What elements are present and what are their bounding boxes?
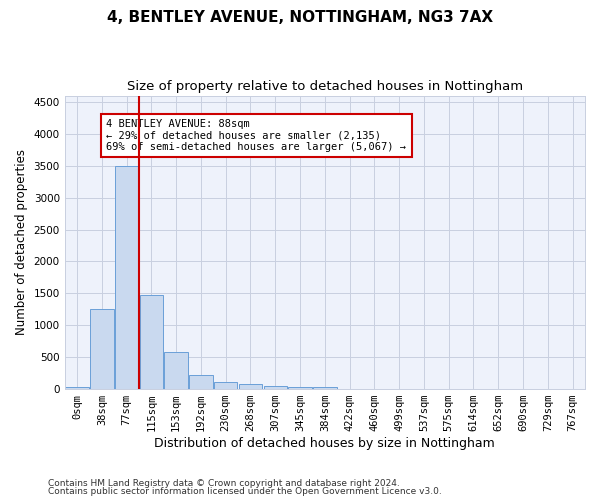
Text: 4 BENTLEY AVENUE: 88sqm
← 29% of detached houses are smaller (2,135)
69% of semi: 4 BENTLEY AVENUE: 88sqm ← 29% of detache… (106, 119, 406, 152)
Bar (140, 294, 163, 389)
Y-axis label: Number of detached properties: Number of detached properties (15, 150, 28, 336)
Bar (189, 375, 213, 389)
Bar (214, 382, 238, 389)
Title: Size of property relative to detached houses in Nottingham: Size of property relative to detached ho… (127, 80, 523, 93)
Bar (164, 352, 188, 389)
Bar (65, 388, 89, 389)
Text: Contains HM Land Registry data © Crown copyright and database right 2024.: Contains HM Land Registry data © Crown c… (48, 478, 400, 488)
Bar (338, 388, 361, 389)
Bar (263, 386, 287, 389)
Bar (115, 166, 139, 389)
X-axis label: Distribution of detached houses by size in Nottingham: Distribution of detached houses by size … (154, 437, 495, 450)
Text: Contains public sector information licensed under the Open Government Licence v3: Contains public sector information licen… (48, 487, 442, 496)
Bar (90, 310, 113, 389)
Bar (437, 388, 460, 389)
Bar (288, 388, 312, 389)
Text: 4, BENTLEY AVENUE, NOTTINGHAM, NG3 7AX: 4, BENTLEY AVENUE, NOTTINGHAM, NG3 7AX (107, 10, 493, 25)
Bar (239, 384, 262, 389)
Bar (313, 388, 337, 389)
